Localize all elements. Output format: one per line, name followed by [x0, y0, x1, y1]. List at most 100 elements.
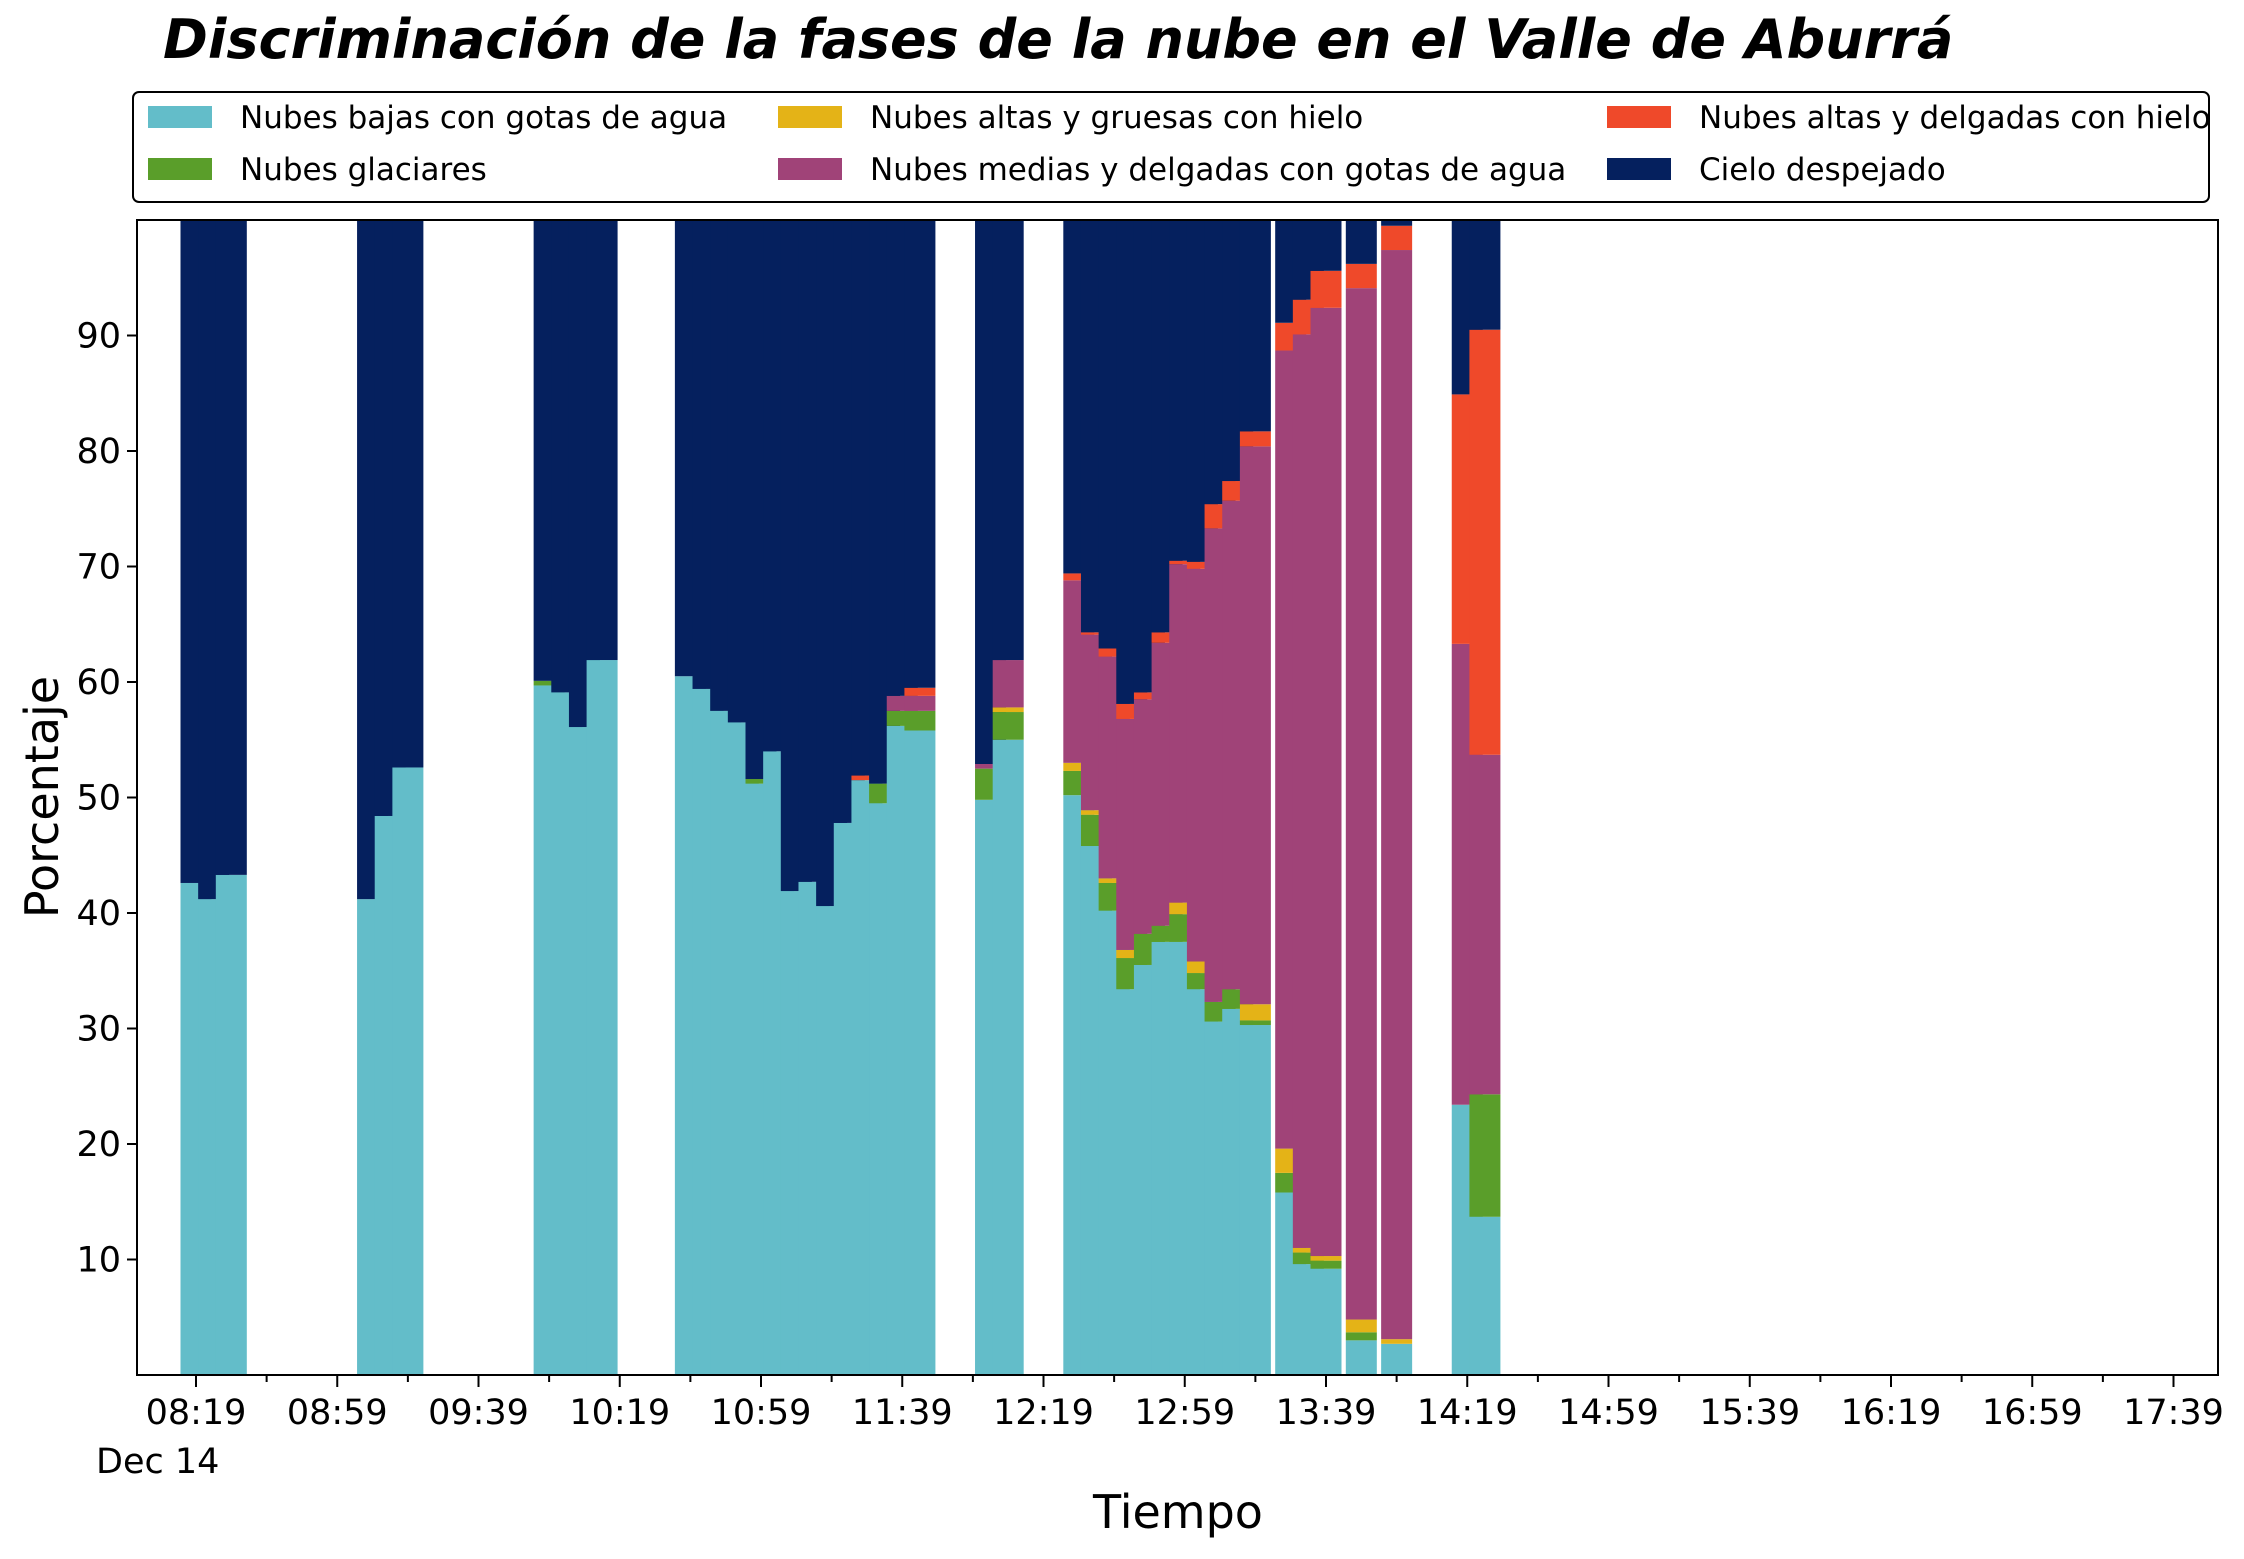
bar-23-nubes-altas-y-delgadas-con-hielo: [904, 687, 936, 696]
x-tick-label-8: 13:39: [1276, 1393, 1377, 1433]
bar-41-nubes-altas-y-delgadas-con-hielo: [1381, 225, 1413, 251]
bar-29-nubes-altas-y-gruesas-con-hielo: [1116, 949, 1148, 959]
y-tick-label-70: 70: [76, 548, 121, 588]
x-tick-label-13: 16:59: [1982, 1393, 2083, 1433]
bar-2-nubes-bajas-con-gotas-de-agua: [215, 874, 247, 1375]
legend-label-cielo-despejado: Cielo despejado: [1699, 152, 1946, 188]
bar-39-cielo-despejado: [1310, 220, 1342, 271]
bar-27-nubes-altas-y-delgadas-con-hielo: [1080, 632, 1112, 635]
bar-30-nubes-altas-y-delgadas-con-hielo: [1133, 692, 1165, 700]
y-tick-label-60: 60: [76, 663, 121, 703]
bar-25-nubes-altas-y-gruesas-con-hielo: [992, 707, 1024, 713]
y-tick-label-20: 20: [76, 1125, 121, 1165]
bar-38-nubes-glaciares: [1292, 1252, 1324, 1265]
chart-title: Discriminación de la fases de la nube en…: [163, 8, 1953, 71]
x-tick-label-14: 17:39: [2123, 1393, 2224, 1433]
y-axis-label: Porcentaje: [15, 676, 69, 918]
bar-5-cielo-despejado: [392, 220, 424, 768]
bar-41-cielo-despejado: [1381, 220, 1413, 226]
bar-39-nubes-altas-y-gruesas-con-hielo: [1310, 1256, 1342, 1261]
bar-32-nubes-altas-y-delgadas-con-hielo: [1169, 560, 1201, 565]
x-tick-label-2: 09:39: [428, 1393, 529, 1433]
bar-36-nubes-altas-y-delgadas-con-hielo: [1239, 431, 1271, 447]
x-tick-label-10: 14:59: [1558, 1393, 1659, 1433]
bar-6-nubes-glaciares: [533, 680, 565, 686]
legend: Nubes bajas con gotas de agua Nubes glaci…: [132, 91, 2211, 203]
y-tick-label-40: 40: [76, 894, 121, 934]
x-tick-label-9: 14:19: [1417, 1393, 1518, 1433]
x-axis-label: Tiempo: [1092, 1485, 1263, 1539]
bar-25-nubes-bajas-con-gotas-de-agua: [992, 739, 1024, 1375]
legend-label-nubes-altas-y-gruesas-con-hielo: Nubes altas y gruesas con hielo: [870, 100, 1363, 136]
legend-label-nubes-altas-y-delgadas-con-hielo: Nubes altas y delgadas con hielo: [1699, 100, 2211, 136]
plot-area: 10 20 30 40 50 60 70 80 90 08:19 08:59 09:39 10:19 1…: [76, 219, 2224, 1482]
bar-36-nubes-medias-y-delgadas-con-gotas-de-agua: [1239, 446, 1271, 1005]
y-tick-label-50: 50: [76, 779, 121, 819]
bar-36-cielo-despejado: [1239, 220, 1271, 432]
bar-40-nubes-altas-y-delgadas-con-hielo: [1345, 263, 1377, 289]
legend-label-nubes-medias-y-delgadas-con-gotas-de-agua: Nubes medias y delgadas con gotas de agu…: [870, 152, 1566, 188]
bar-36-nubes-bajas-con-gotas-de-agua: [1239, 1025, 1271, 1375]
bar-33-nubes-altas-y-delgadas-con-hielo: [1186, 561, 1218, 569]
bar-40-nubes-altas-y-gruesas-con-hielo: [1345, 1319, 1377, 1333]
bar-32-nubes-altas-y-gruesas-con-hielo: [1169, 902, 1201, 915]
bar-39-nubes-medias-y-delgadas-con-gotas-de-agua: [1310, 307, 1342, 1257]
bar-41-nubes-bajas-con-gotas-de-agua: [1381, 1343, 1413, 1375]
x-tick-label-4: 10:59: [711, 1393, 812, 1433]
bar-43-nubes-bajas-con-gotas-de-agua: [1469, 1216, 1501, 1375]
bar-41-nubes-medias-y-delgadas-con-gotas-de-agua: [1381, 250, 1413, 1340]
legend-swatch-nubes-bajas-con-gotas-de-agua: [148, 106, 212, 128]
bar-26-nubes-altas-y-gruesas-con-hielo: [1063, 762, 1095, 771]
legend-swatch-nubes-altas-y-gruesas-con-hielo: [778, 106, 842, 128]
x-tick-label-3: 10:19: [569, 1393, 670, 1433]
bar-39-nubes-bajas-con-gotas-de-agua: [1310, 1268, 1342, 1375]
bar-40-nubes-glaciares: [1345, 1332, 1377, 1341]
legend-label-nubes-glaciares: Nubes glaciares: [240, 152, 487, 188]
y-tick-label-90: 90: [76, 317, 121, 357]
x-date-label: Dec 14: [96, 1442, 219, 1482]
legend-swatch-nubes-altas-y-delgadas-con-hielo: [1607, 106, 1671, 128]
bar-43-nubes-glaciares: [1469, 1094, 1501, 1217]
bar-23-nubes-glaciares: [904, 710, 936, 731]
bar-38-nubes-altas-y-gruesas-con-hielo: [1292, 1247, 1324, 1253]
bar-27-nubes-altas-y-gruesas-con-hielo: [1080, 810, 1112, 815]
bar-39-nubes-altas-y-delgadas-con-hielo: [1310, 270, 1342, 308]
bar-40-nubes-bajas-con-gotas-de-agua: [1345, 1340, 1377, 1375]
bar-23-nubes-bajas-con-gotas-de-agua: [904, 730, 936, 1375]
bar-43-nubes-altas-y-delgadas-con-hielo: [1469, 329, 1501, 755]
bar-5-nubes-bajas-con-gotas-de-agua: [392, 767, 424, 1375]
bar-36-nubes-altas-y-gruesas-con-hielo: [1239, 1004, 1271, 1021]
legend-label-nubes-bajas-con-gotas-de-agua: Nubes bajas con gotas de agua: [240, 100, 727, 136]
x-tick-label-11: 15:39: [1699, 1393, 1800, 1433]
y-tick-label-10: 10: [76, 1241, 121, 1281]
bar-41-nubes-altas-y-gruesas-con-hielo: [1381, 1339, 1413, 1344]
bar-25-nubes-medias-y-delgadas-con-gotas-de-agua: [992, 660, 1024, 708]
x-tick-label-1: 08:59: [287, 1393, 388, 1433]
bar-28-nubes-altas-y-gruesas-con-hielo: [1098, 878, 1130, 883]
bar-26-nubes-altas-y-delgadas-con-hielo: [1063, 573, 1095, 581]
x-tick-label-6: 12:19: [993, 1393, 1094, 1433]
legend-swatch-nubes-glaciares: [148, 158, 212, 180]
x-tick-label-12: 16:19: [1841, 1393, 1942, 1433]
bar-39-nubes-glaciares: [1310, 1260, 1342, 1269]
bar-9-nubes-bajas-con-gotas-de-agua: [586, 660, 618, 1375]
bar-40-cielo-despejado: [1345, 220, 1377, 264]
bar-33-nubes-altas-y-gruesas-con-hielo: [1186, 961, 1218, 974]
bar-25-nubes-glaciares: [992, 712, 1024, 740]
bar-36-nubes-glaciares: [1239, 1020, 1271, 1026]
y-tick-label-80: 80: [76, 432, 121, 472]
bar-24-nubes-medias-y-delgadas-con-gotas-de-agua: [975, 764, 1007, 769]
bar-31-nubes-altas-y-delgadas-con-hielo: [1151, 632, 1183, 643]
bar-2-cielo-despejado: [215, 220, 247, 875]
bar-43-nubes-medias-y-delgadas-con-gotas-de-agua: [1469, 754, 1501, 1095]
bar-28-nubes-altas-y-delgadas-con-hielo: [1098, 648, 1130, 657]
x-tick-label-0: 08:19: [146, 1393, 247, 1433]
x-tick-label-5: 11:39: [852, 1393, 953, 1433]
bar-20-nubes-altas-y-delgadas-con-hielo: [851, 775, 883, 781]
bar-14-nubes-glaciares: [745, 779, 777, 784]
legend-frame: [132, 91, 2210, 203]
bar-23-cielo-despejado: [904, 220, 936, 688]
legend-swatch-cielo-despejado: [1607, 158, 1671, 180]
x-tick-label-7: 12:59: [1134, 1393, 1235, 1433]
